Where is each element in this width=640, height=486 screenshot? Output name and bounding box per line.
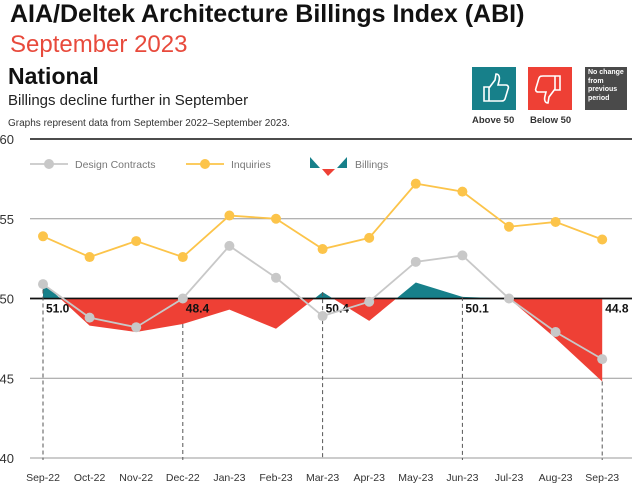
- design-contracts-point: [410, 256, 421, 267]
- below-50-label: Below 50: [530, 115, 572, 126]
- inquiries-point: [364, 232, 375, 243]
- design-contracts-point: [364, 296, 375, 307]
- y-tick-label: 55: [0, 212, 14, 227]
- no-change-badge: No change from previous period: [585, 67, 627, 110]
- design-contracts-point: [550, 326, 561, 337]
- x-tick-label: Sep-23: [585, 472, 619, 484]
- billings-data-label: 50.1: [465, 302, 489, 316]
- legend-billings-above-icon: [337, 157, 347, 168]
- design-contracts-point: [177, 293, 188, 304]
- x-tick-label: Dec-22: [166, 472, 200, 484]
- billings-data-label: 50.4: [326, 302, 350, 316]
- inquiries-point: [224, 210, 235, 221]
- billings-data-label: 44.8: [605, 302, 629, 316]
- inquiries-point: [504, 221, 514, 232]
- x-tick-label: Aug-23: [539, 472, 573, 484]
- page-subtitle: September 2023: [10, 31, 188, 58]
- inquiries-point: [410, 178, 421, 189]
- legend-billings-above-icon: [310, 157, 320, 168]
- design-contracts-point: [317, 311, 328, 322]
- x-tick-label: Feb-23: [259, 472, 292, 484]
- x-tick-label: Nov-22: [119, 472, 153, 484]
- inquiries-point: [597, 234, 608, 245]
- billings-area-above: [43, 282, 603, 299]
- billings-area-below: [43, 298, 603, 382]
- legend-label: Billings: [355, 159, 388, 171]
- legend-label: Design Contracts: [75, 159, 156, 171]
- inquiries-point: [457, 186, 468, 197]
- y-tick-label: 45: [0, 371, 14, 386]
- x-tick-label: Mar-23: [306, 472, 339, 484]
- inquiries-point: [38, 231, 48, 242]
- x-tick-label: Apr-23: [353, 472, 385, 484]
- inquiries-point: [131, 236, 142, 247]
- x-tick-label: Oct-22: [74, 472, 106, 484]
- legend-billings-below-icon: [322, 169, 335, 176]
- thumbs-down-icon: [528, 67, 572, 110]
- headline: Billings decline further in September: [8, 92, 249, 109]
- y-tick-label: 50: [0, 292, 14, 307]
- x-tick-label: Sep-22: [26, 472, 60, 484]
- design-contracts-point: [457, 250, 468, 261]
- y-tick-label: 60: [0, 132, 14, 147]
- design-contracts-point: [597, 354, 608, 365]
- design-contracts-point: [504, 293, 514, 304]
- inquiries-point: [550, 216, 561, 227]
- page-title: AIA/Deltek Architecture Billings Index (…: [10, 0, 525, 28]
- inquiries-point: [177, 252, 188, 263]
- above-50-label: Above 50: [472, 115, 515, 126]
- design-contracts-point: [271, 272, 281, 283]
- inquiries-point: [317, 244, 328, 255]
- x-tick-label: May-23: [398, 472, 433, 484]
- thumbs-up-icon: [472, 67, 516, 110]
- legend-label: Inquiries: [231, 159, 271, 171]
- region-heading: National: [8, 63, 99, 89]
- inquiries-point: [271, 213, 281, 224]
- date-range-note: Graphs represent data from September 202…: [8, 118, 290, 129]
- design-contracts-point: [84, 312, 95, 323]
- x-tick-label: Jul-23: [495, 472, 524, 484]
- legend-marker: [44, 159, 54, 169]
- billings-data-label: 51.0: [46, 302, 70, 316]
- x-tick-label: Jan-23: [213, 472, 245, 484]
- inquiries-point: [84, 252, 95, 263]
- y-tick-label: 40: [0, 451, 14, 466]
- design-contracts-point: [131, 322, 142, 333]
- legend-marker: [200, 159, 210, 169]
- design-contracts-point: [38, 279, 48, 290]
- x-tick-label: Jun-23: [446, 472, 478, 484]
- design-contracts-point: [224, 240, 235, 251]
- billings-data-label: 48.4: [186, 302, 210, 316]
